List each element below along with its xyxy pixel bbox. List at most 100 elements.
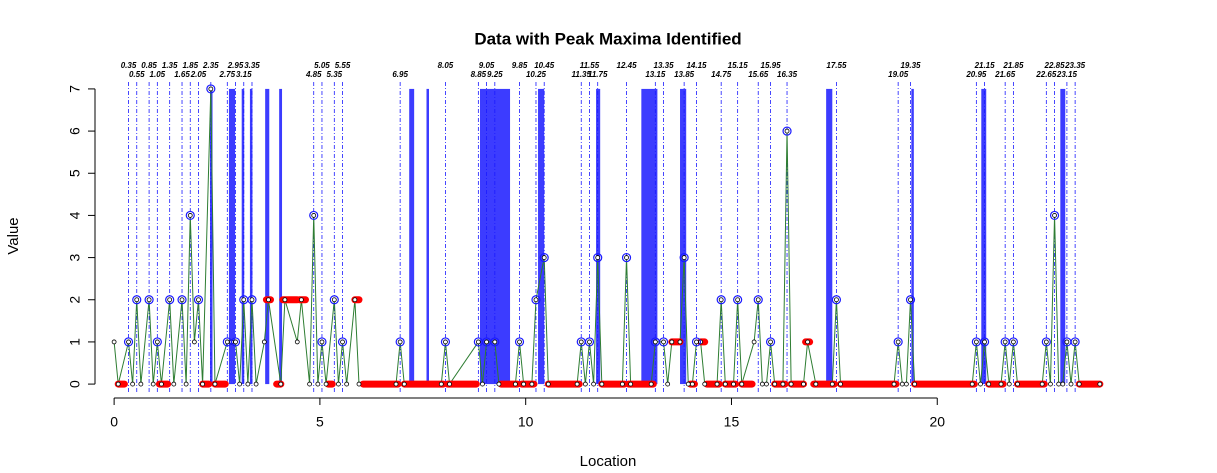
data-point — [908, 297, 913, 303]
peak-label: 9.05 — [479, 61, 495, 70]
data-point — [722, 381, 728, 387]
data-point — [266, 297, 271, 303]
data-point — [903, 381, 909, 387]
peak-label: 10.25 — [526, 70, 547, 79]
data-point — [115, 381, 121, 387]
data-point — [307, 381, 313, 387]
data-point — [1002, 339, 1008, 345]
peak-label: 11.35 — [572, 70, 592, 79]
peak-marker — [531, 295, 541, 305]
plateau-band — [426, 88, 429, 385]
data-point — [574, 381, 580, 387]
plateau-band — [680, 88, 687, 385]
data-point — [278, 381, 284, 387]
peak-label: 19.35 — [900, 61, 921, 70]
data-point — [768, 339, 773, 345]
data-point — [282, 297, 288, 303]
data-point — [751, 339, 757, 345]
peak-label: 11.55 — [580, 61, 600, 70]
data-point — [735, 297, 741, 303]
data-point — [224, 339, 230, 345]
data-point — [196, 297, 201, 303]
data-point — [130, 381, 136, 387]
peak-marker — [1049, 210, 1060, 221]
data-point — [1068, 381, 1074, 387]
data-point — [973, 339, 979, 345]
data-point — [912, 381, 918, 387]
peak-label: 20.95 — [965, 70, 987, 79]
x-tick-label: 10 — [518, 414, 534, 430]
data-point — [261, 339, 267, 345]
data-point — [665, 381, 671, 387]
peak-label: 2.05 — [190, 70, 207, 79]
peak-label: 13.35 — [654, 61, 675, 70]
peak-marker — [893, 337, 903, 347]
data-point — [714, 381, 720, 387]
data-point — [492, 339, 498, 345]
data-point — [171, 381, 177, 387]
data-point — [447, 381, 452, 387]
peak-label: 4.85 — [305, 70, 322, 79]
peak-label: 13.85 — [674, 70, 695, 79]
plateau-band — [265, 88, 270, 385]
data-point — [1006, 381, 1012, 387]
plateau-band — [641, 88, 658, 385]
peak-label: 15.65 — [748, 70, 769, 79]
data-point — [356, 381, 362, 387]
x-tick-label: 20 — [929, 414, 945, 430]
peak-marker — [123, 337, 134, 347]
data-point — [834, 297, 839, 303]
data-point — [249, 297, 255, 303]
data-point — [233, 339, 238, 345]
data-point — [702, 381, 708, 387]
data-point — [739, 381, 745, 387]
data-point — [652, 339, 658, 345]
data-point — [484, 339, 489, 345]
peak-label: 14.15 — [686, 61, 707, 70]
data-point — [599, 381, 605, 387]
peak-label: 21.85 — [1002, 61, 1024, 70]
data-point — [340, 339, 345, 345]
data-point — [772, 381, 778, 387]
data-point — [1060, 381, 1066, 387]
data-point — [245, 381, 251, 387]
data-point — [801, 381, 806, 387]
peak-label: 10.45 — [534, 61, 555, 70]
data-point — [187, 213, 193, 218]
x-tick-label: 15 — [724, 414, 740, 430]
data-point — [512, 381, 518, 387]
data-point — [150, 381, 156, 387]
peak-label: 17.55 — [826, 61, 847, 70]
peak-marker — [831, 295, 842, 305]
plateau-band — [596, 88, 601, 385]
data-point — [685, 381, 691, 387]
x-axis-label: Location — [580, 453, 637, 470]
plateau-band — [210, 88, 213, 385]
y-tick-label: 3 — [67, 253, 83, 261]
data-line — [113, 88, 1100, 386]
peak-label: 1.35 — [162, 61, 178, 70]
plateau-band — [249, 88, 253, 385]
peak-marker — [152, 337, 162, 347]
data-point — [624, 255, 629, 260]
data-point — [780, 381, 786, 387]
plateau-band — [228, 88, 236, 385]
data-point — [899, 381, 905, 387]
peak-label: 2.35 — [202, 61, 219, 70]
data-point — [1052, 213, 1057, 218]
y-tick-label: 1 — [67, 338, 83, 346]
data-point — [620, 381, 625, 387]
data-point — [755, 297, 761, 303]
data-point — [212, 381, 218, 387]
data-point — [661, 339, 666, 345]
data-point — [969, 381, 975, 387]
peak-marker — [753, 295, 763, 305]
peak-marker — [584, 337, 595, 347]
data-point — [545, 381, 551, 387]
data-point — [179, 297, 185, 303]
peak-label: 3.35 — [244, 61, 260, 70]
peak-label: 15.15 — [728, 61, 749, 70]
data-point — [805, 339, 811, 345]
peak-marker — [317, 337, 327, 347]
